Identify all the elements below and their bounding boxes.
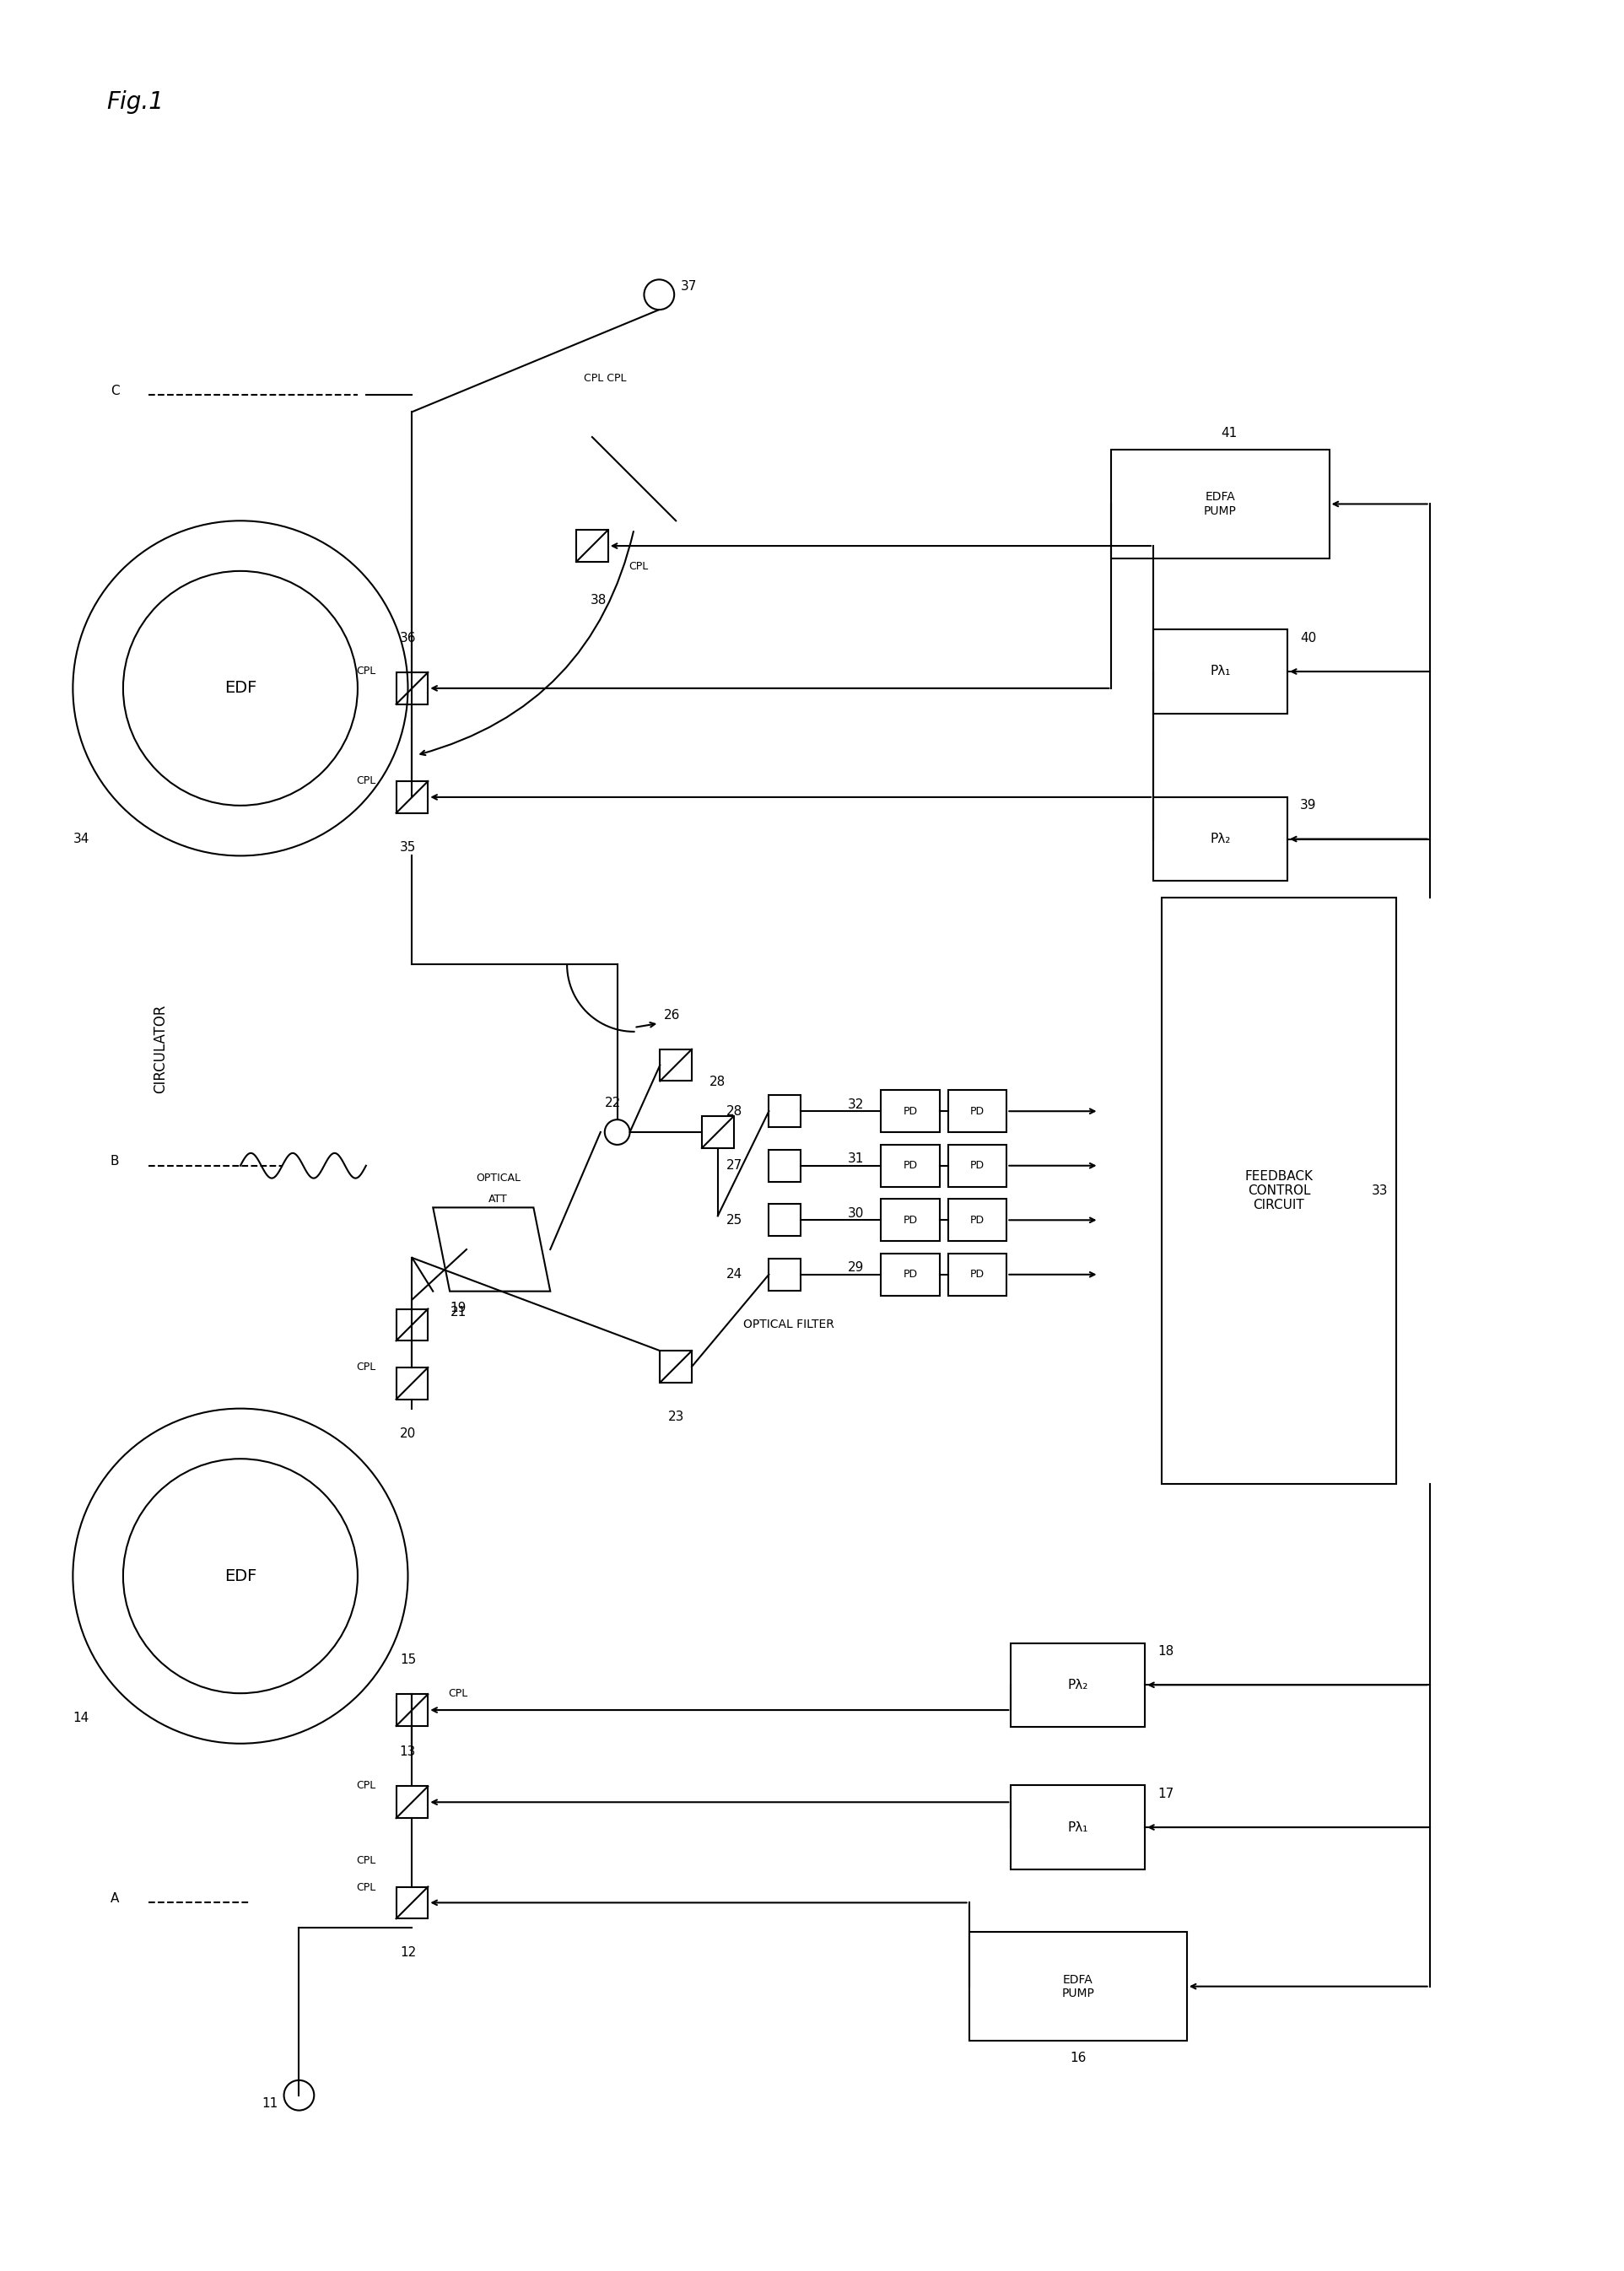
Bar bbox=[768, 1258, 801, 1290]
Bar bbox=[948, 1254, 1007, 1294]
Text: 14: 14 bbox=[73, 1712, 89, 1724]
Bar bbox=[1010, 1785, 1145, 1869]
Text: 30: 30 bbox=[848, 1208, 864, 1220]
Text: PD: PD bbox=[903, 1269, 918, 1281]
Text: 11: 11 bbox=[261, 2098, 278, 2110]
Text: 40: 40 bbox=[1301, 631, 1317, 645]
Text: PD: PD bbox=[970, 1160, 984, 1172]
Text: 22: 22 bbox=[606, 1097, 622, 1108]
Bar bbox=[948, 1090, 1007, 1133]
Bar bbox=[768, 1149, 801, 1181]
Bar bbox=[882, 1090, 940, 1133]
Bar bbox=[396, 1787, 429, 1819]
Text: Pλ₁: Pλ₁ bbox=[1067, 1821, 1088, 1833]
Text: CPL: CPL bbox=[356, 1780, 375, 1792]
Text: 27: 27 bbox=[726, 1158, 742, 1172]
Bar bbox=[396, 1887, 429, 1919]
Bar bbox=[1153, 797, 1288, 881]
Text: 34: 34 bbox=[73, 833, 89, 845]
Text: 35: 35 bbox=[400, 840, 416, 854]
Text: Pλ₂: Pλ₂ bbox=[1067, 1678, 1088, 1692]
Text: PD: PD bbox=[970, 1269, 984, 1281]
Text: C: C bbox=[110, 384, 119, 397]
Text: 29: 29 bbox=[848, 1260, 864, 1274]
Text: CPL: CPL bbox=[356, 1855, 375, 1867]
Text: CIRCULATOR: CIRCULATOR bbox=[153, 1004, 169, 1092]
Text: PD: PD bbox=[903, 1160, 918, 1172]
Text: 26: 26 bbox=[664, 1008, 680, 1022]
Bar bbox=[1111, 450, 1328, 559]
Text: 28: 28 bbox=[710, 1076, 726, 1088]
Bar bbox=[882, 1254, 940, 1294]
Text: 17: 17 bbox=[1158, 1787, 1174, 1801]
Text: 39: 39 bbox=[1301, 799, 1317, 811]
Text: 19: 19 bbox=[450, 1301, 466, 1315]
Bar bbox=[1010, 1642, 1145, 1726]
Text: Fig.1: Fig.1 bbox=[106, 91, 164, 114]
Text: 38: 38 bbox=[591, 595, 607, 606]
Bar bbox=[882, 1145, 940, 1185]
Bar bbox=[882, 1199, 940, 1240]
Text: CPL: CPL bbox=[448, 1687, 468, 1699]
Text: EDFA
PUMP: EDFA PUMP bbox=[1062, 1973, 1095, 1998]
Text: EDF: EDF bbox=[224, 1567, 257, 1585]
Text: Pλ₂: Pλ₂ bbox=[1210, 833, 1231, 845]
Bar bbox=[396, 1694, 429, 1726]
Bar bbox=[659, 1351, 692, 1383]
Text: PD: PD bbox=[970, 1215, 984, 1226]
Bar bbox=[659, 1049, 692, 1081]
Bar bbox=[970, 1933, 1187, 2042]
Bar bbox=[396, 1308, 429, 1340]
Text: 16: 16 bbox=[1070, 2051, 1086, 2064]
Text: CPL: CPL bbox=[628, 561, 648, 572]
Text: 37: 37 bbox=[680, 279, 697, 293]
Text: 41: 41 bbox=[1221, 427, 1237, 438]
Text: PD: PD bbox=[970, 1106, 984, 1117]
Text: 13: 13 bbox=[400, 1746, 416, 1758]
Text: 31: 31 bbox=[848, 1154, 864, 1165]
Text: A: A bbox=[110, 1892, 119, 1905]
Bar bbox=[1161, 897, 1397, 1483]
Text: CPL: CPL bbox=[356, 1360, 375, 1372]
Bar bbox=[948, 1145, 1007, 1185]
Text: 21: 21 bbox=[450, 1306, 466, 1319]
Text: 32: 32 bbox=[848, 1099, 864, 1111]
Bar bbox=[396, 781, 429, 813]
Text: EDF: EDF bbox=[224, 681, 257, 697]
Text: CPL: CPL bbox=[356, 1883, 375, 1894]
Text: 23: 23 bbox=[667, 1410, 684, 1424]
Text: 20: 20 bbox=[400, 1428, 416, 1440]
Text: PD: PD bbox=[903, 1215, 918, 1226]
Bar bbox=[1153, 629, 1288, 713]
Text: Pλ₁: Pλ₁ bbox=[1210, 665, 1231, 677]
Text: 36: 36 bbox=[400, 631, 416, 645]
Text: CPL CPL: CPL CPL bbox=[583, 372, 625, 384]
Bar bbox=[768, 1204, 801, 1235]
Text: B: B bbox=[110, 1156, 119, 1167]
Bar bbox=[702, 1117, 734, 1149]
Bar bbox=[948, 1199, 1007, 1240]
Text: 15: 15 bbox=[400, 1653, 416, 1667]
Text: OPTICAL FILTER: OPTICAL FILTER bbox=[744, 1319, 835, 1331]
Text: PD: PD bbox=[903, 1106, 918, 1117]
Text: 25: 25 bbox=[726, 1213, 742, 1226]
Text: CPL: CPL bbox=[356, 774, 375, 786]
Text: 12: 12 bbox=[400, 1946, 416, 1960]
Bar bbox=[577, 529, 607, 561]
Text: 18: 18 bbox=[1158, 1644, 1174, 1658]
Bar bbox=[396, 672, 429, 704]
Text: 33: 33 bbox=[1371, 1185, 1387, 1197]
Text: 28: 28 bbox=[726, 1106, 742, 1117]
Text: 24: 24 bbox=[726, 1267, 742, 1281]
Bar bbox=[768, 1095, 801, 1126]
Text: CPL: CPL bbox=[356, 665, 375, 677]
Text: ATT: ATT bbox=[489, 1195, 508, 1204]
Bar bbox=[396, 1367, 429, 1399]
Text: OPTICAL: OPTICAL bbox=[476, 1172, 521, 1183]
Text: EDFA
PUMP: EDFA PUMP bbox=[1203, 491, 1237, 518]
Text: FEEDBACK
CONTROL
CIRCUIT: FEEDBACK CONTROL CIRCUIT bbox=[1244, 1170, 1314, 1213]
